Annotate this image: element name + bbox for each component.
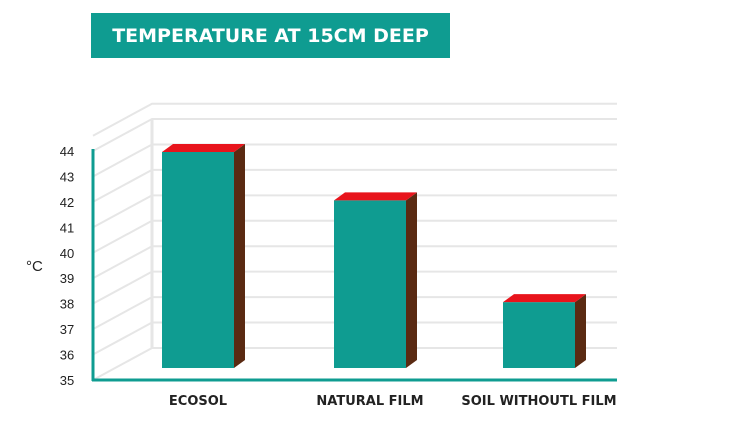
bar-front xyxy=(334,200,406,368)
grid-line xyxy=(92,118,617,152)
bar-side xyxy=(234,144,245,368)
bar-side xyxy=(575,294,586,368)
y-tick-label: 41 xyxy=(60,220,74,235)
x-tick-label: SOIL WITHOUTL FILM xyxy=(461,394,616,409)
bar-side xyxy=(406,192,417,368)
y-tick-label: 44 xyxy=(60,144,74,159)
y-tick-label: 37 xyxy=(60,322,74,337)
grid-line xyxy=(92,347,617,381)
grid-line xyxy=(92,102,617,137)
grid-line xyxy=(92,143,617,178)
y-tick-labels: 35 36 37 38 39 40 41 42 43 44 xyxy=(60,144,74,388)
bar-top xyxy=(503,294,586,303)
bar-front xyxy=(503,302,575,368)
y-tick-label: 39 xyxy=(60,271,74,286)
grid-line xyxy=(92,194,617,229)
grid-line xyxy=(92,270,617,305)
y-tick-label: 43 xyxy=(60,169,74,184)
grid-line xyxy=(92,219,617,254)
x-tick-label: NATURAL FILM xyxy=(316,394,423,409)
grid-line xyxy=(92,296,617,330)
y-axis-label: °C xyxy=(26,258,43,275)
y-tick-label: 42 xyxy=(60,195,74,210)
bars xyxy=(162,144,586,368)
grid xyxy=(92,102,617,381)
y-tick-label: 36 xyxy=(60,348,74,363)
grid-line xyxy=(92,321,617,356)
y-tick-label: 40 xyxy=(60,246,74,261)
x-tick-label: ECOSOL xyxy=(169,394,227,409)
bar-front xyxy=(162,152,234,368)
grid-line xyxy=(92,245,617,280)
bar-ecosol xyxy=(162,144,245,368)
x-tick-labels: ECOSOL NATURAL FILM SOIL WITHOUTL FILM xyxy=(169,394,617,409)
grid-line xyxy=(92,168,617,203)
axes xyxy=(91,149,617,382)
bar-natural-film xyxy=(334,192,417,368)
chart-title: TEMPERATURE AT 15CM DEEP xyxy=(91,13,450,58)
bar-soil-withoutl-film xyxy=(503,294,586,368)
y-tick-label: 38 xyxy=(60,297,74,312)
bar-top xyxy=(334,192,417,201)
y-tick-label: 35 xyxy=(60,373,74,388)
bar-top xyxy=(162,144,245,152)
